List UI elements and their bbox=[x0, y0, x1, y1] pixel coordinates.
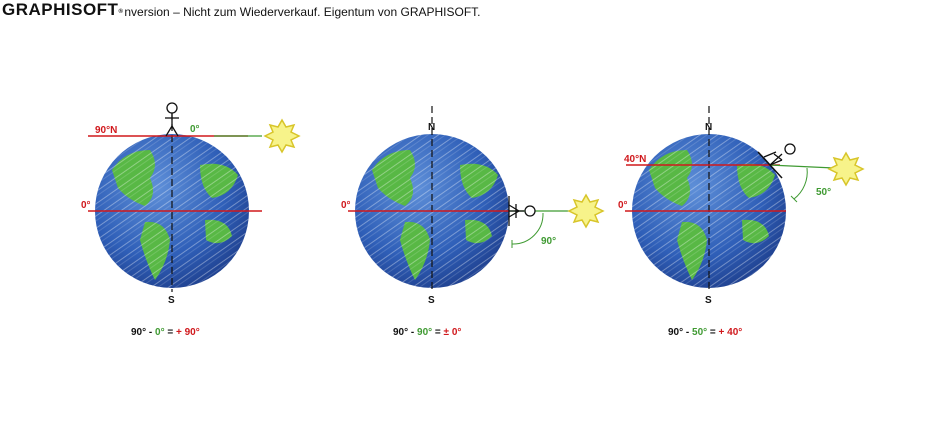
equation-a: 90° bbox=[393, 327, 408, 338]
equation-result: + 90° bbox=[176, 327, 200, 338]
south-label: S bbox=[168, 295, 175, 306]
panel-north-pole: 90°N 0° 0° S 90° - 0° = + 90° bbox=[81, 102, 301, 338]
panel-40-north: 40°N 0° 50° N S 90° - 50° = + 40° bbox=[618, 106, 865, 338]
graphisoft-logo: GRAPHISOFT® bbox=[2, 0, 124, 19]
equation-b: 0° bbox=[155, 327, 165, 338]
south-label: S bbox=[428, 295, 435, 306]
equation: 90° - 90° = ± 0° bbox=[393, 327, 461, 338]
angle-arc bbox=[511, 212, 544, 245]
latitude-label: 40°N bbox=[624, 154, 646, 165]
watermark-text: nversion – Nicht zum Wiederverkauf. Eige… bbox=[124, 5, 481, 19]
stick-figure-icon bbox=[165, 102, 179, 137]
stick-figure-icon bbox=[763, 143, 796, 166]
sun-ray bbox=[768, 164, 835, 169]
equation-a: 90° bbox=[131, 327, 146, 338]
stick-figure-icon bbox=[508, 196, 536, 226]
equation-result: ± 0° bbox=[444, 327, 462, 338]
equation-a: 90° bbox=[668, 327, 683, 338]
south-label: S bbox=[705, 295, 712, 306]
equation: 90° - 0° = + 90° bbox=[131, 327, 200, 338]
angle-arc bbox=[793, 167, 808, 200]
sun-angle-label: 50° bbox=[816, 187, 831, 198]
north-label: N bbox=[428, 122, 435, 133]
sun-angle-label: 0° bbox=[190, 124, 200, 135]
equator-label: 0° bbox=[618, 200, 628, 211]
equator-label: 0° bbox=[81, 200, 91, 211]
latitude-label: 90°N bbox=[95, 125, 117, 136]
equator-label: 0° bbox=[341, 200, 351, 211]
equation-result: + 40° bbox=[719, 327, 743, 338]
north-label: N bbox=[705, 122, 712, 133]
sun-icon bbox=[263, 118, 301, 154]
sun-angle-label: 90° bbox=[541, 236, 556, 247]
equation: 90° - 50° = + 40° bbox=[668, 327, 742, 338]
sun-icon bbox=[567, 193, 605, 229]
equation-b: 50° bbox=[692, 327, 707, 338]
equation-b: 90° bbox=[417, 327, 432, 338]
panel-equator: 0° 90° N S 90° - 90° = ± 0° bbox=[341, 106, 605, 338]
watermark: GRAPHISOFT® nversion – Nicht zum Wiederv… bbox=[2, 0, 481, 22]
sun-icon bbox=[827, 151, 865, 187]
